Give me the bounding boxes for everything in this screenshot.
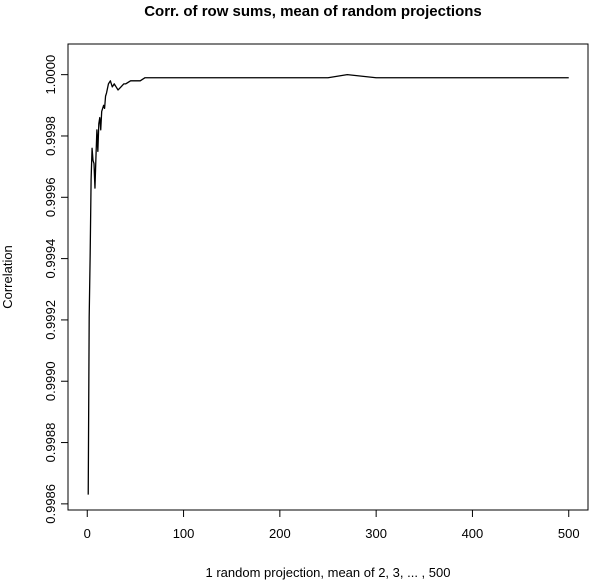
series-layer [87,74,569,495]
x-axis-label: 1 random projection, mean of 2, 3, ... ,… [206,565,451,580]
x-axis: 0 100 200 300 400 500 [84,509,580,541]
x-tick-label: 0 [84,526,91,541]
x-tick-label: 200 [269,526,291,541]
y-tick-label: 0.9988 [43,423,58,463]
y-tick-label: 0.9986 [43,484,58,524]
y-tick-label: 0.9996 [43,177,58,217]
y-tick-label: 1.0000 [43,55,58,95]
series-line [87,74,569,495]
y-axis-label: Correlation [0,245,15,309]
y-tick-label: 0.9998 [43,116,58,156]
x-tick-label: 500 [558,526,580,541]
x-tick-label: 100 [173,526,195,541]
plot-frame [67,43,589,511]
y-tick-label: 0.9992 [43,300,58,340]
chart-title: Corr. of row sums, mean of random projec… [144,3,482,20]
x-tick-label: 300 [365,526,387,541]
y-axis: 0.9986 0.9988 0.9990 0.9992 0.9994 0.9996 0.99… [43,55,69,524]
y-tick-label: 0.9994 [43,239,58,279]
x-tick-label: 400 [462,526,484,541]
y-tick-label: 0.9990 [43,361,58,401]
